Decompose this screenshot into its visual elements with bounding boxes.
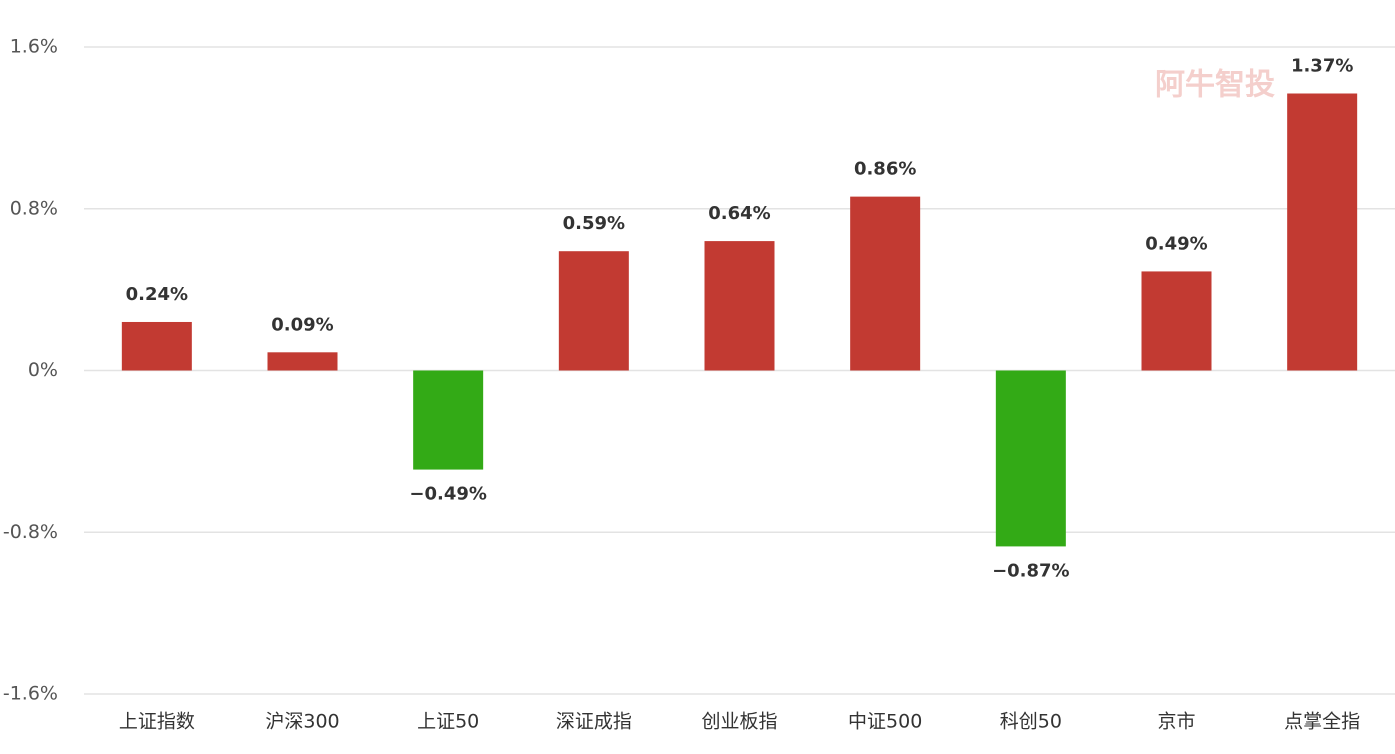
x-tick-label: 科创50 [1000, 711, 1062, 733]
bar [121, 321, 192, 371]
bar [995, 370, 1066, 547]
watermark: 阿牛智投 [1155, 68, 1275, 103]
value-label: 0.86% [854, 159, 916, 180]
bar [850, 196, 921, 371]
y-tick-label: 0.8% [10, 197, 58, 219]
value-label: 0.64% [708, 203, 770, 224]
x-tick-label: 中证500 [848, 711, 922, 733]
value-label: 0.49% [1145, 233, 1207, 254]
bar [413, 370, 484, 470]
value-label: 0.09% [271, 314, 333, 335]
value-label: −0.87% [992, 560, 1070, 581]
y-tick-label: -1.6% [3, 683, 58, 705]
y-tick-label: 1.6% [10, 36, 58, 58]
y-tick-label: -0.8% [3, 521, 58, 543]
bar [1141, 271, 1212, 371]
x-tick-label: 点掌全指 [1284, 711, 1360, 733]
x-tick-label: 深证成指 [556, 711, 632, 733]
bar [1287, 93, 1358, 371]
x-tick-label: 京市 [1157, 711, 1195, 733]
value-label: −0.49% [409, 484, 487, 505]
x-tick-label: 沪深300 [265, 711, 339, 733]
x-tick-label: 上证50 [417, 711, 479, 733]
value-label: 1.37% [1291, 56, 1353, 77]
x-tick-label: 创业板指 [701, 711, 777, 733]
x-tick-label: 上证指数 [119, 711, 195, 733]
value-label: 0.59% [563, 213, 625, 234]
value-label: 0.24% [126, 284, 188, 305]
bar [267, 352, 338, 371]
y-tick-label: 0% [28, 359, 58, 381]
bar [558, 251, 629, 371]
bar [704, 241, 775, 371]
